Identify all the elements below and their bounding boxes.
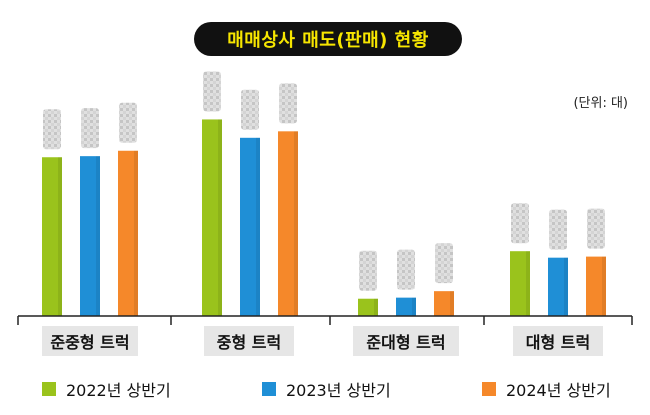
bar-0-0 <box>42 157 62 316</box>
legend-swatch-2023 <box>262 382 276 396</box>
legend-swatch-2024 <box>482 382 496 396</box>
value-label-blurred <box>241 89 259 130</box>
bar-3-0 <box>510 251 530 316</box>
bar-group-item <box>510 203 530 316</box>
legend-swatch-2022 <box>42 382 56 396</box>
value-label-blurred <box>549 209 567 250</box>
bar-2-0 <box>358 298 378 316</box>
legend-item-2022: 2022년 상반기 <box>42 377 171 401</box>
bar-1-2 <box>278 131 298 316</box>
value-label-blurred <box>203 71 221 112</box>
legend-label-2022: 2022년 상반기 <box>66 381 171 400</box>
legend: 2022년 상반기 2023년 상반기 2024년 상반기 <box>0 377 650 401</box>
value-label-blurred <box>43 109 61 150</box>
bar-group-item <box>434 243 454 316</box>
bar-shade <box>602 256 606 316</box>
value-label-blurred <box>359 250 377 291</box>
bar-2-1 <box>396 297 416 316</box>
bar-group-item <box>548 209 568 316</box>
value-label-blurred <box>279 83 297 124</box>
category-label-1: 중형 트럭 <box>204 326 294 356</box>
bar-shade <box>218 119 222 316</box>
legend-label-2024: 2024년 상반기 <box>506 381 611 400</box>
bar-0-1 <box>80 156 100 316</box>
bar-3-2 <box>586 256 606 316</box>
category-label-0: 준중형 트럭 <box>42 326 138 356</box>
bar-shade <box>374 298 378 316</box>
bar-group-item <box>240 89 260 316</box>
bar-0-2 <box>118 150 138 316</box>
bar-3-1 <box>548 257 568 316</box>
chart-title: 매매상사 매도(판매) 현황 <box>194 22 462 56</box>
bar-2-2 <box>434 291 454 316</box>
bar-shade <box>134 150 138 316</box>
value-label-blurred <box>511 203 529 244</box>
bar-shade <box>412 297 416 316</box>
bar-group-item <box>42 109 62 316</box>
value-label-blurred <box>587 208 605 249</box>
bar-group-item <box>278 83 298 316</box>
bar-group-item <box>80 108 100 316</box>
value-label-blurred <box>435 243 453 284</box>
bar-group-item <box>586 208 606 316</box>
unit-label: (단위: 대) <box>573 96 628 111</box>
legend-item-2023: 2023년 상반기 <box>262 377 391 401</box>
value-label-blurred <box>81 108 99 149</box>
bar-shade <box>294 131 298 316</box>
bar-group-item <box>396 249 416 316</box>
bar-group-item <box>358 250 378 316</box>
bar-shade <box>96 156 100 316</box>
bar-1-0 <box>202 119 222 316</box>
value-label-blurred <box>397 249 415 290</box>
bar-shade <box>256 137 260 316</box>
bar-shade <box>526 251 530 316</box>
bar-group-item <box>118 102 138 316</box>
legend-label-2023: 2023년 상반기 <box>286 381 391 400</box>
bar-group-item <box>202 71 222 316</box>
bar-shade <box>58 157 62 316</box>
bar-shade <box>450 291 454 316</box>
value-label-blurred <box>119 102 137 143</box>
category-label-2: 준대형 트럭 <box>353 326 459 356</box>
bar-shade <box>564 257 568 316</box>
bar-1-1 <box>240 137 260 316</box>
category-label-3: 대형 트럭 <box>513 326 603 356</box>
legend-item-2024: 2024년 상반기 <box>482 377 611 401</box>
